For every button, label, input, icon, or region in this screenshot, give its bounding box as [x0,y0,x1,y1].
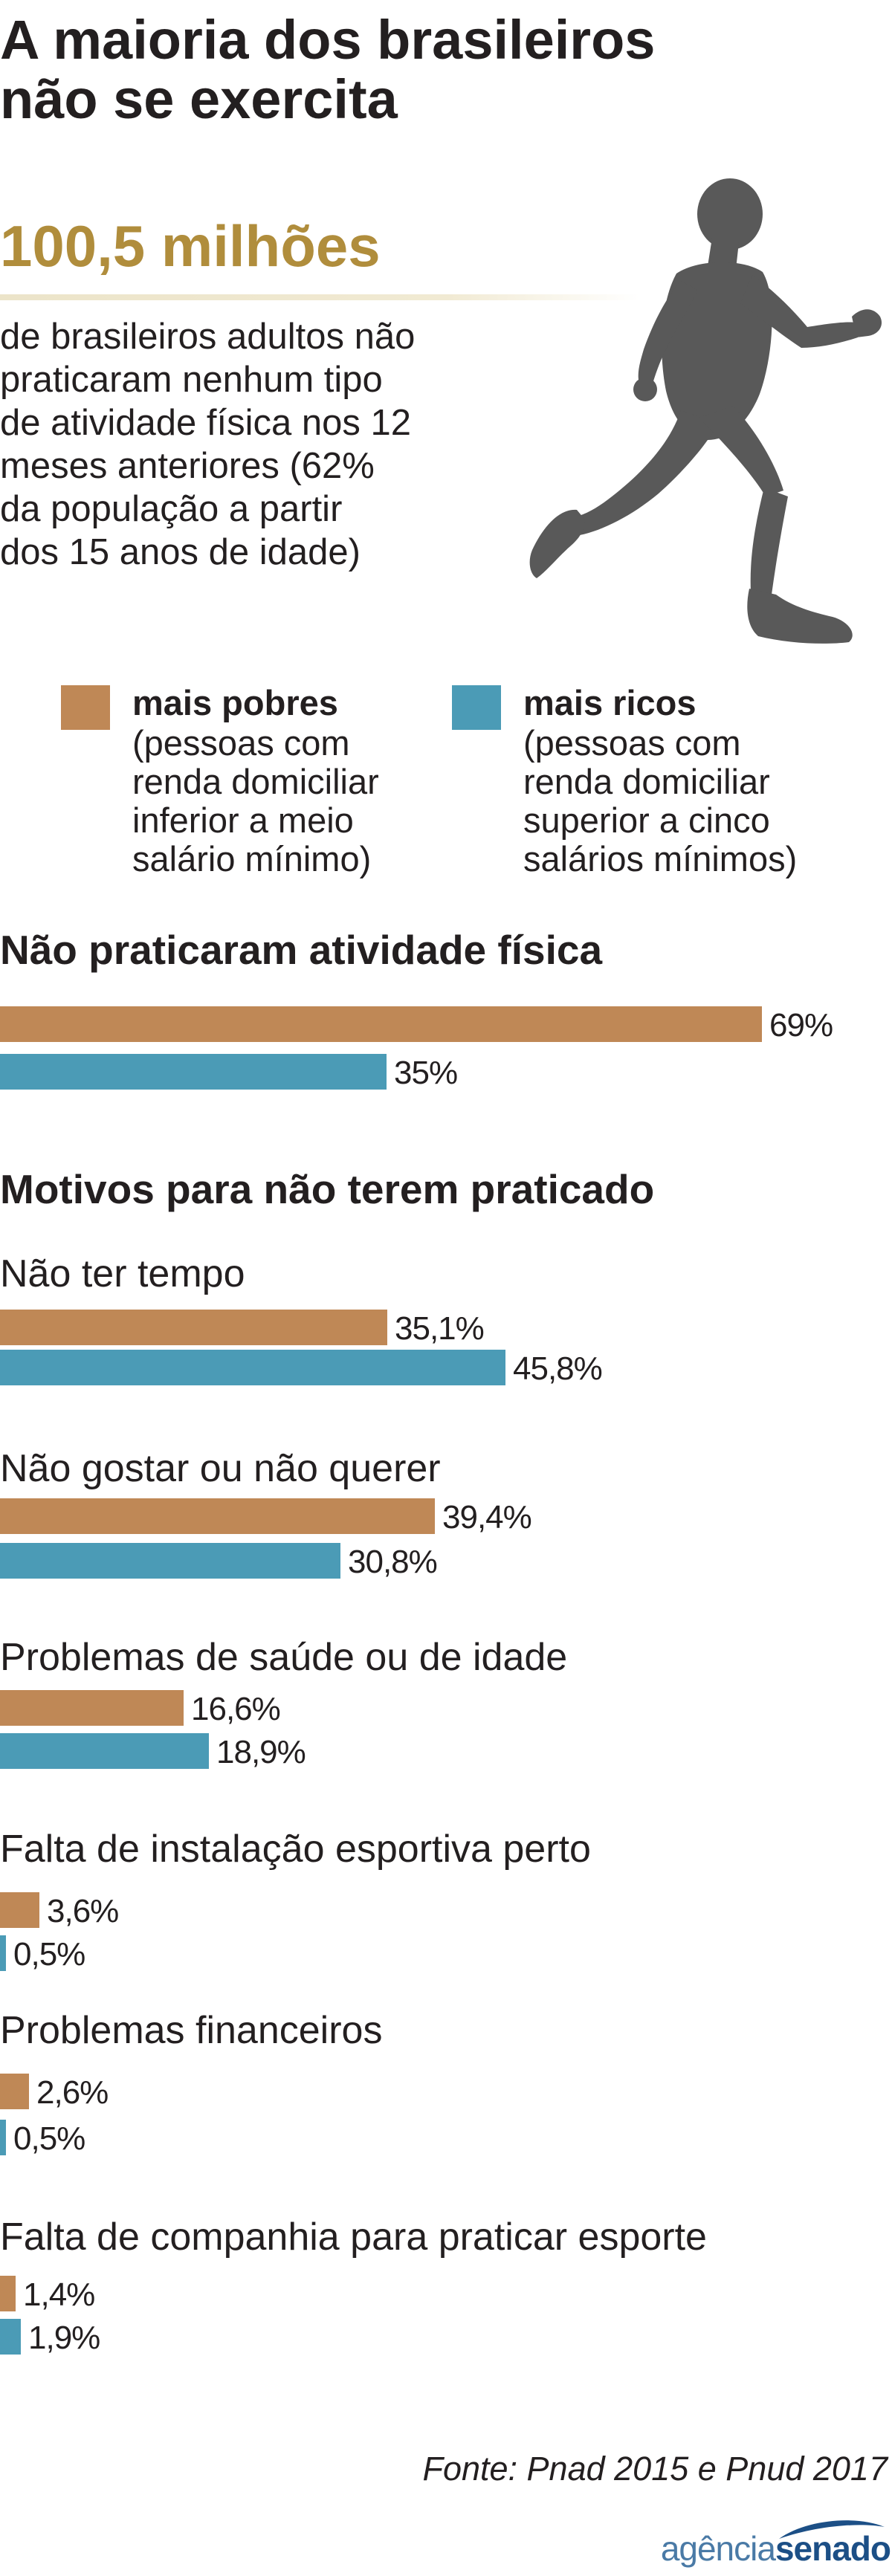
chart-title: Motivos para não terem praticado [0,1166,655,1212]
bar-mais-ricos [0,1350,505,1385]
bar-value-label: 30,8% [348,1544,438,1580]
title-line-1: A maioria dos brasileiros [0,9,656,71]
bar-value-label: 18,9% [216,1734,306,1770]
category-label: Não ter tempo [0,1252,245,1295]
logo-swoosh-icon [779,2520,885,2539]
legend-note-line: salário mínimo) [132,839,372,878]
bar-value-label: 16,6% [191,1691,281,1727]
title-line-2: não se exercita [0,68,398,130]
headline-description: de brasileiros adultos não praticaram ne… [0,315,505,574]
bar-value-label: 69% [769,1007,833,1043]
description-line: meses anteriores (62% [0,446,375,486]
bar-value-label: 1,9% [28,2320,100,2356]
legend-swatch-poor [61,685,110,730]
bar-mais-pobres [0,1690,184,1726]
bar-value-label: 1,4% [23,2276,95,2313]
legend-note-line: (pessoas com [132,723,350,763]
category-label: Não gostar ou não querer [0,1447,441,1490]
legend-swatch-rich [452,685,501,730]
bar-mais-pobres [0,1892,39,1928]
bar-mais-pobres [0,1310,387,1345]
runner-icon [529,178,882,644]
legend-note-line: renda domiciliar [523,762,770,801]
category-label: Problemas de saúde ou de idade [0,1636,568,1679]
logo-text: agênciasenado [661,2528,891,2569]
legend-note-line: renda domiciliar [132,762,379,801]
description-line: de brasileiros adultos não [0,317,416,357]
category-label: Falta de companhia para praticar esporte [0,2216,707,2259]
page-title: A maioria dos brasileiros não se exercit… [0,10,743,129]
headline-divider [0,294,639,300]
bar-value-label: 35,1% [395,1310,485,1347]
bar-mais-pobres [0,2074,29,2109]
bar-value-label: 3,6% [47,1893,119,1929]
logo-text-senado: senado [775,2529,891,2568]
headline-number: 100,5 milhões [0,213,381,279]
source-note: Fonte: Pnad 2015 e Pnud 2017 [422,2450,888,2488]
bar-value-label: 39,4% [442,1499,532,1535]
bar-mais-ricos [0,2319,21,2355]
bar-mais-ricos [0,1054,387,1090]
chart-title: Não praticaram atividade física [0,927,603,973]
bar-value-label: 35% [394,1055,458,1091]
description-line: de atividade física nos 12 [0,403,411,443]
legend-note-line: inferior a meio [132,800,354,840]
legend-label-rich: mais ricos [523,683,697,722]
bar-mais-ricos [0,2120,6,2155]
bar-mais-pobres [0,1498,435,1534]
legend-note-line: salários mínimos) [523,839,798,878]
legend-note-line: superior a cinco [523,800,770,840]
bar-value-label: 2,6% [36,2074,109,2111]
agencia-senado-logo: agênciasenado [623,2517,891,2573]
legend-note-line: (pessoas com [523,723,741,763]
logo-text-agencia: agência [660,2529,776,2568]
bar-value-label: 45,8% [513,1350,603,1387]
legend-note-poor: (pessoas com renda domiciliar inferior a… [132,724,379,878]
bar-mais-ricos [0,1543,340,1579]
bar-value-label: 0,5% [13,2120,85,2157]
legend-label-poor: mais pobres [132,683,338,722]
description-line: praticaram nenhum tipo [0,360,383,400]
bar-mais-ricos [0,1935,6,1971]
description-line: da população a partir [0,489,343,529]
bar-value-label: 0,5% [13,1936,85,1973]
bar-mais-pobres [0,1006,762,1042]
legend-note-rich: (pessoas com renda domiciliar superior a… [523,724,797,878]
category-label: Falta de instalação esportiva perto [0,1828,591,1871]
category-label: Problemas financeiros [0,2009,383,2052]
bar-mais-pobres [0,2276,16,2311]
description-line: dos 15 anos de idade) [0,532,361,572]
bar-mais-ricos [0,1733,209,1769]
